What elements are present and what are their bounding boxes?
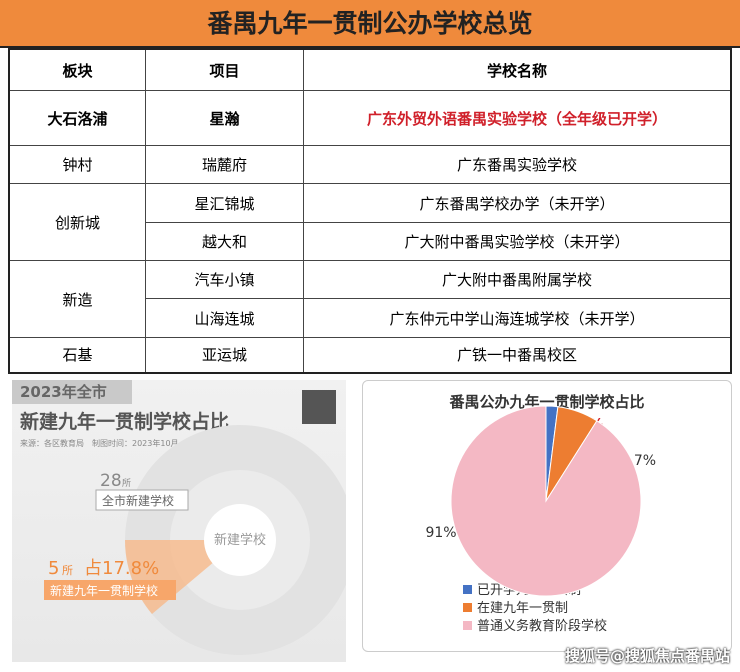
row: 越大和 广大附中番禺实验学校（未开学） [9,222,732,261]
info-title: 新建九年一贯制学校占比 [20,410,229,433]
school-cell: 广铁一中番禺校区 [303,337,732,373]
infographic-graphic: 2023年全市 新建九年一贯制学校占比 来源：各区教育局 制图时间：2023年1… [12,380,346,655]
project-cell: 星瀚 [145,90,304,146]
project-cell: 亚运城 [145,337,304,373]
share: 占17.8% [84,558,159,579]
qr-code [302,390,336,424]
total: 28 [100,471,122,491]
district-cell: 石基 [8,337,146,373]
tag-bg [12,380,132,404]
pie-panel: 番禺公办九年一贯制学校占比 2%已开学九年一贯制7%在建九年一贯制91%普通义务… [362,380,732,652]
legend-swatch [463,621,472,630]
col-header: 项目 [145,48,304,91]
title: 番禺九年一贯制公办学校总览 [0,0,740,48]
school-cell: 广大附中番禺实验学校（未开学） [303,222,732,261]
school-cell: 广大附中番禺附属学校 [303,260,732,299]
pie-slice [450,405,642,597]
watermark: 搜狐号@搜狐焦点番禺站 [564,647,730,665]
project-cell: 瑞麓府 [145,145,304,184]
data-label: 7% [634,453,656,469]
col-header: 板块 [8,48,146,91]
header-row: 板块 项目 学校名称 [8,48,732,91]
center [204,504,276,576]
row: 钟村 瑞麓府 广东番禺实验学校 [8,145,732,184]
row: 新造 汽车小镇 广大附中番禺附属学校 [8,260,732,338]
district-cell: 大石洛浦 [8,90,146,146]
count-label: 新建九年一贯制学校 [50,583,158,598]
total-box [95,489,189,511]
school-cell: 广东外贸外语番禺实验学校（全年级已开学） [303,90,732,146]
count-box [44,580,176,600]
row: 石基 亚运城 广铁一中番禺校区 [8,337,732,373]
project-cell: 汽车小镇 [145,260,304,299]
school-cell: 广东番禺实验学校 [303,145,732,184]
tag: 2023年全市 [20,383,107,401]
district-cell: 新造 [8,260,146,338]
project-cell: 山海连城 [145,298,304,338]
count: 5 [48,558,59,579]
center-label: 新建学校 [214,532,266,548]
row: 创新城 星汇锦城 广东番禺学校办学（未开学） [8,183,732,261]
infographic: 2023年全市 新建九年一贯制学校占比 来源：各区教育局 制图时间：2023年1… [12,380,346,662]
pie-chart: 番禺公办九年一贯制学校占比 2%已开学九年一贯制7%在建九年一贯制91%普通义务… [425,393,656,634]
legend-label: 普通义务教育阶段学校 [477,618,607,634]
count-unit: 所 [62,564,73,577]
project-cell: 星汇锦城 [145,183,304,223]
row: 山海连城 广东仲元中学山海连城学校（未开学） [9,298,732,338]
district-cell: 钟村 [8,145,146,184]
project-cell: 越大和 [145,222,304,261]
source: 来源：各区教育局 制图时间：2023年10月 [20,438,179,448]
legend-swatch [463,603,472,612]
school-cell: 广东番禺学校办学（未开学） [303,183,732,223]
chart-title: 番禺公办九年一贯制学校占比 [448,393,644,411]
col-header: 学校名称 [303,48,732,91]
legend-swatch [463,585,472,594]
table: 板块 项目 学校名称 大石洛浦 星瀚 广东外贸外语番禺实验学校（全年级已开学） 钟村瑞… [8,48,732,374]
total-unit: 所 [122,478,131,489]
legend-label: 在建九年一贯制 [477,601,568,616]
total-label: 全市新建学校 [102,493,174,508]
district-cell: 创新城 [8,183,146,261]
row: 大石洛浦 星瀚 广东外贸外语番禺实验学校（全年级已开学） [8,90,732,146]
data-label: 91% [425,525,456,541]
school-cell: 广东仲元中学山海连城学校（未开学） [303,298,732,338]
